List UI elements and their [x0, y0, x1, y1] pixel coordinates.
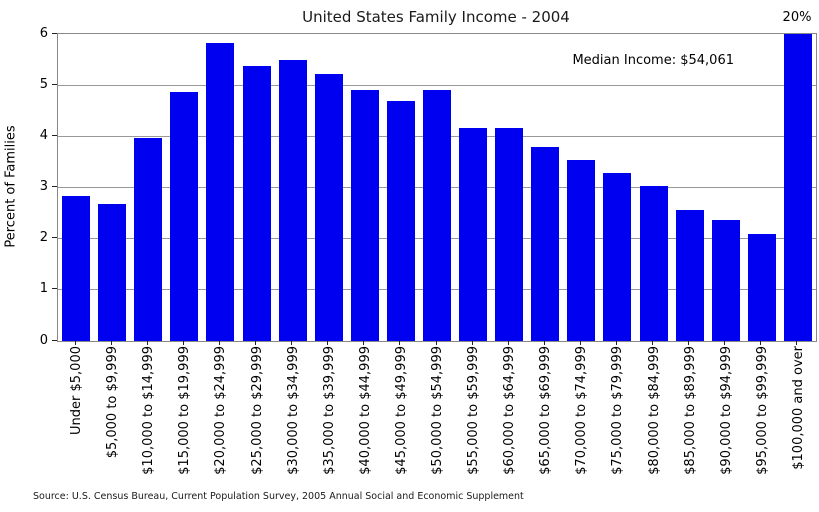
x-tick-mark	[688, 341, 690, 345]
x-tick-mark	[218, 341, 220, 345]
x-tick-mark	[760, 341, 762, 345]
x-tick-label: $80,000 to $84,999	[646, 346, 662, 475]
bar-12	[459, 128, 488, 341]
bar-5	[206, 43, 235, 341]
x-tick-mark	[146, 341, 148, 345]
x-tick-label: $25,000 to $29,999	[249, 346, 265, 475]
x-tick-mark	[255, 341, 257, 345]
x-tick-mark	[363, 341, 365, 345]
y-tick-label: 3	[39, 179, 48, 194]
bar-11	[423, 90, 451, 341]
y-tick-label: 0	[39, 332, 48, 348]
y-tick-label: 2	[39, 230, 48, 246]
y-tick-label: 5	[39, 76, 48, 92]
gridline	[58, 84, 816, 86]
bar-8	[314, 74, 343, 341]
x-tick-label: $75,000 to $79,999	[610, 346, 626, 475]
x-tick-mark	[507, 341, 509, 345]
x-tick-label: Under $5,000	[69, 346, 85, 435]
x-tick-label: $95,000 to $99,999	[754, 346, 770, 475]
x-tick-mark	[435, 341, 437, 345]
x-tick-label: $5,000 to $9,999	[105, 346, 121, 459]
bar-1	[62, 195, 91, 341]
x-tick-mark	[796, 341, 798, 345]
top-right-percent-label: 20%	[782, 10, 812, 25]
bar-6	[242, 66, 271, 341]
y-tick-mark	[52, 83, 57, 85]
y-tick-label: 6	[39, 25, 48, 41]
x-tick-mark	[182, 341, 184, 345]
x-tick-label: $55,000 to $59,999	[466, 346, 482, 475]
x-tick-label: $85,000 to $89,999	[682, 346, 698, 475]
x-tick-mark	[579, 341, 581, 345]
y-tick-label: 4	[39, 127, 48, 143]
bar-19	[711, 219, 740, 341]
x-tick-mark	[291, 341, 293, 345]
x-tick-label: $30,000 to $34,999	[285, 346, 301, 475]
y-tick-mark	[52, 134, 57, 136]
x-tick-label: $50,000 to $54,999	[430, 346, 445, 475]
x-tick-mark	[110, 341, 112, 345]
x-tick-mark	[724, 341, 726, 345]
y-tick-mark	[52, 288, 57, 290]
y-tick-mark	[52, 237, 57, 239]
bar-20	[747, 233, 776, 341]
x-tick-mark	[74, 341, 76, 345]
bar-10	[386, 100, 415, 341]
x-tick-label: $90,000 to $94,999	[718, 346, 734, 475]
bar-15	[567, 160, 596, 341]
bar-13	[495, 127, 524, 341]
bar-14	[531, 146, 560, 341]
x-tick-label: $35,000 to $39,999	[321, 346, 337, 475]
x-tick-label: $100,000 and over	[790, 346, 806, 470]
x-tick-mark	[471, 341, 473, 345]
median-income-annotation: Median Income: $54,061	[572, 53, 734, 68]
bar-21	[783, 34, 812, 341]
bar-17	[639, 186, 668, 341]
x-tick-mark	[652, 341, 654, 345]
chart-title: United States Family Income - 2004	[302, 8, 570, 26]
y-tick-label: 1	[39, 281, 48, 297]
x-tick-mark	[615, 341, 617, 345]
bar-3	[134, 138, 163, 341]
x-tick-mark	[327, 341, 329, 345]
x-tick-label: $10,000 to $14,999	[141, 346, 157, 475]
x-tick-mark	[543, 341, 545, 345]
bar-16	[603, 173, 632, 341]
x-tick-mark	[399, 341, 401, 345]
bar-4	[170, 91, 199, 341]
bar-7	[278, 60, 307, 341]
bar-18	[675, 209, 704, 341]
x-tick-label: $40,000 to $44,999	[357, 346, 373, 475]
plot-area: Median Income: $54,061	[57, 33, 817, 342]
x-tick-label: $20,000 to $24,999	[213, 346, 229, 475]
x-tick-label: $60,000 to $64,999	[502, 346, 518, 475]
x-tick-label: $65,000 to $69,999	[538, 346, 554, 475]
y-tick-mark	[52, 32, 57, 34]
x-tick-label: $70,000 to $74,999	[574, 346, 590, 475]
source-note: Source: U.S. Census Bureau, Current Popu…	[33, 491, 524, 502]
y-tick-mark	[52, 339, 57, 341]
x-tick-label: $15,000 to $19,999	[177, 346, 193, 475]
x-tick-label: $45,000 to $49,999	[393, 346, 409, 475]
bar-9	[350, 90, 379, 341]
y-tick-mark	[52, 186, 57, 187]
bar-2	[98, 203, 127, 341]
